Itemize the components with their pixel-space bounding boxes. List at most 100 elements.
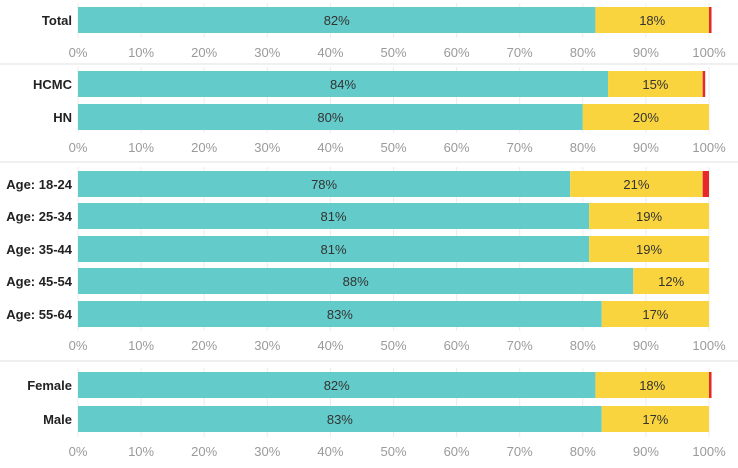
tick-label: 80% xyxy=(570,140,596,155)
bar-segment xyxy=(709,372,712,398)
tick-label: 70% xyxy=(507,338,533,353)
bar-segment xyxy=(78,7,596,33)
data-label: 20% xyxy=(633,110,659,125)
bar-segment xyxy=(78,71,609,97)
tick-label: 30% xyxy=(254,338,280,353)
data-label: 18% xyxy=(639,13,665,28)
tick-label: 70% xyxy=(507,45,533,60)
bar-segment xyxy=(570,171,703,197)
tick-label: 50% xyxy=(380,338,406,353)
bar-segment xyxy=(78,171,571,197)
data-label: 80% xyxy=(317,110,343,125)
bar-segment xyxy=(78,372,596,398)
data-label: 19% xyxy=(636,242,662,257)
row-label: Age: 45-54 xyxy=(6,274,73,289)
tick-label: 40% xyxy=(317,444,343,459)
tick-label: 40% xyxy=(317,140,343,155)
tick-label: 80% xyxy=(570,338,596,353)
data-label: 83% xyxy=(327,307,353,322)
tick-label: 50% xyxy=(380,444,406,459)
tick-label: 10% xyxy=(128,444,154,459)
tick-label: 100% xyxy=(692,444,726,459)
row-label: Total xyxy=(42,13,72,28)
bar-segment xyxy=(78,301,602,327)
row-label: HN xyxy=(53,110,72,125)
data-label: 83% xyxy=(327,412,353,427)
tick-label: 100% xyxy=(692,338,726,353)
data-label: 82% xyxy=(324,378,350,393)
tick-label: 70% xyxy=(507,444,533,459)
tick-label: 40% xyxy=(317,45,343,60)
tick-label: 0% xyxy=(69,338,88,353)
tick-label: 0% xyxy=(69,140,88,155)
row-label: Age: 35-44 xyxy=(6,242,73,257)
data-label: 82% xyxy=(324,13,350,28)
bar-segment xyxy=(78,406,602,432)
bar-segment xyxy=(595,372,709,398)
data-label: 84% xyxy=(330,77,356,92)
tick-label: 40% xyxy=(317,338,343,353)
bar-segment xyxy=(589,203,709,229)
tick-label: 20% xyxy=(191,45,217,60)
bar-segment xyxy=(633,268,709,294)
bar-segment xyxy=(78,104,583,130)
tick-label: 10% xyxy=(128,140,154,155)
bar-segment xyxy=(702,171,709,197)
data-label: 12% xyxy=(658,274,684,289)
tick-label: 60% xyxy=(444,338,470,353)
data-label: 15% xyxy=(642,77,668,92)
bar-segment xyxy=(582,104,709,130)
tick-label: 90% xyxy=(633,140,659,155)
tick-label: 10% xyxy=(128,45,154,60)
tick-label: 60% xyxy=(444,45,470,60)
row-label: Male xyxy=(43,412,72,427)
bar-segment xyxy=(595,7,709,33)
row-label: Age: 55-64 xyxy=(6,307,73,322)
data-label: 21% xyxy=(623,177,649,192)
row-label: HCMC xyxy=(33,77,73,92)
data-label: 19% xyxy=(636,209,662,224)
bar-segment xyxy=(702,71,706,97)
data-label: 88% xyxy=(343,274,369,289)
tick-label: 10% xyxy=(128,338,154,353)
tick-label: 30% xyxy=(254,45,280,60)
tick-label: 90% xyxy=(633,45,659,60)
row-label: Female xyxy=(27,378,72,393)
bar-segment xyxy=(709,7,712,33)
tick-label: 70% xyxy=(507,140,533,155)
tick-label: 0% xyxy=(69,45,88,60)
row-label: Age: 18-24 xyxy=(6,177,73,192)
bar-segment xyxy=(601,406,709,432)
tick-label: 0% xyxy=(69,444,88,459)
tick-label: 30% xyxy=(254,444,280,459)
bar-segment xyxy=(78,203,590,229)
row-label: Age: 25-34 xyxy=(6,209,73,224)
tick-label: 80% xyxy=(570,444,596,459)
data-label: 81% xyxy=(321,209,347,224)
bar-segment xyxy=(78,236,590,262)
bar-segment xyxy=(601,301,709,327)
tick-label: 50% xyxy=(380,140,406,155)
tick-label: 20% xyxy=(191,140,217,155)
data-label: 81% xyxy=(321,242,347,257)
bar-segment xyxy=(589,236,709,262)
tick-label: 90% xyxy=(633,338,659,353)
data-label: 18% xyxy=(639,378,665,393)
tick-label: 100% xyxy=(692,45,726,60)
tick-label: 20% xyxy=(191,338,217,353)
tick-label: 80% xyxy=(570,45,596,60)
data-label: 78% xyxy=(311,177,337,192)
data-label: 17% xyxy=(642,412,668,427)
bar-segment xyxy=(608,71,703,97)
data-label: 17% xyxy=(642,307,668,322)
bar-segment xyxy=(78,268,634,294)
tick-label: 90% xyxy=(633,444,659,459)
tick-label: 30% xyxy=(254,140,280,155)
tick-label: 50% xyxy=(380,45,406,60)
tick-label: 20% xyxy=(191,444,217,459)
tick-label: 60% xyxy=(444,140,470,155)
tick-label: 100% xyxy=(692,140,726,155)
tick-label: 60% xyxy=(444,444,470,459)
